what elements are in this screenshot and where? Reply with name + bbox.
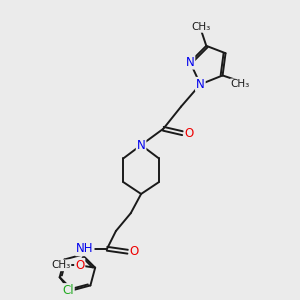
Text: CH₃: CH₃: [231, 79, 250, 89]
Text: NH: NH: [76, 242, 94, 255]
Text: O: O: [75, 259, 84, 272]
Text: N: N: [137, 139, 146, 152]
Text: CH₃: CH₃: [51, 260, 70, 270]
Text: N: N: [196, 78, 205, 91]
Text: CH₃: CH₃: [191, 22, 211, 32]
Text: O: O: [184, 127, 194, 140]
Text: Cl: Cl: [62, 284, 74, 297]
Text: O: O: [130, 245, 139, 258]
Text: N: N: [186, 56, 194, 69]
